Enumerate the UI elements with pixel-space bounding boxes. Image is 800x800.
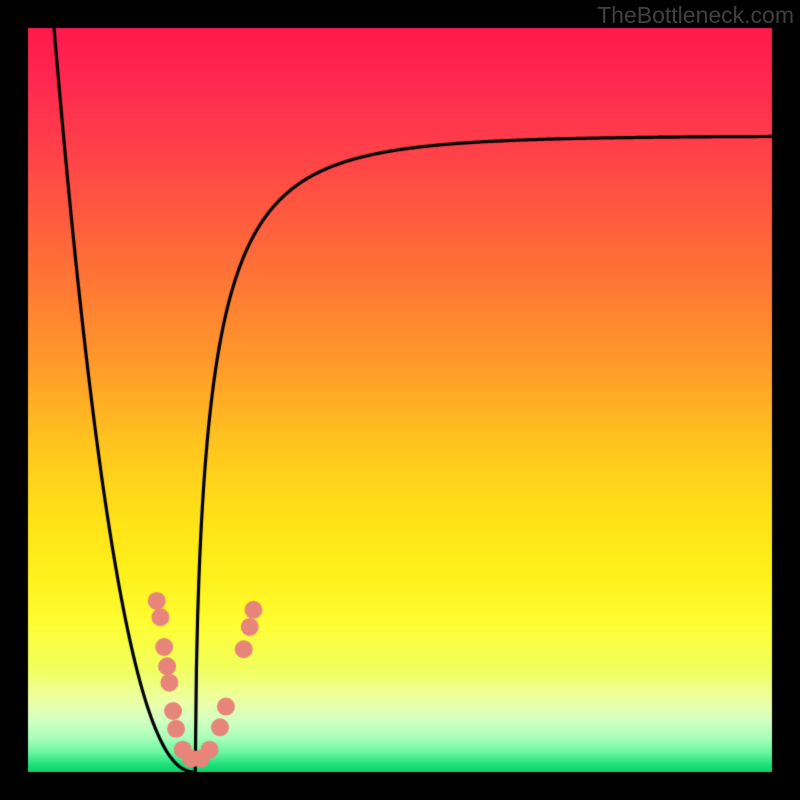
chart-canvas xyxy=(0,0,800,800)
chart-stage: TheBottleneck.com xyxy=(0,0,800,800)
watermark-text: TheBottleneck.com xyxy=(597,2,794,29)
